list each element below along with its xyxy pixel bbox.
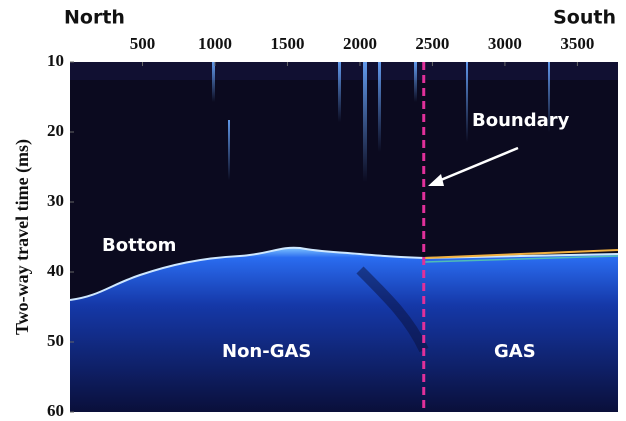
y-axis-label: Two-way travel time (ms) — [12, 139, 33, 335]
x-tick-label: 2000 — [343, 34, 377, 53]
y-tick-label: 10 — [47, 51, 64, 70]
y-tick-label: 40 — [47, 261, 64, 280]
x-tick-label: 1500 — [270, 34, 304, 53]
x-tick-label: 3500 — [560, 34, 594, 53]
x-tick-label: 1000 — [198, 34, 232, 53]
annotation: GAS — [494, 341, 536, 362]
echogram — [69, 62, 619, 412]
y-tick-label: 60 — [47, 401, 64, 420]
annotation: Non-GAS — [222, 341, 311, 362]
y-tick-label: 20 — [47, 121, 64, 140]
y-tick-label: 30 — [47, 191, 64, 210]
annotation: Boundary — [472, 110, 570, 131]
arrow-head — [428, 174, 444, 186]
south-label: South — [553, 7, 616, 29]
annotation: Bottom — [102, 235, 176, 256]
north-label: North — [64, 7, 125, 29]
y-tick-label: 50 — [47, 331, 64, 350]
x-tick-label: 500 — [130, 34, 156, 53]
arrow — [435, 146, 519, 184]
x-tick-label: 2500 — [415, 34, 449, 53]
x-tick-label: 3000 — [488, 34, 522, 53]
